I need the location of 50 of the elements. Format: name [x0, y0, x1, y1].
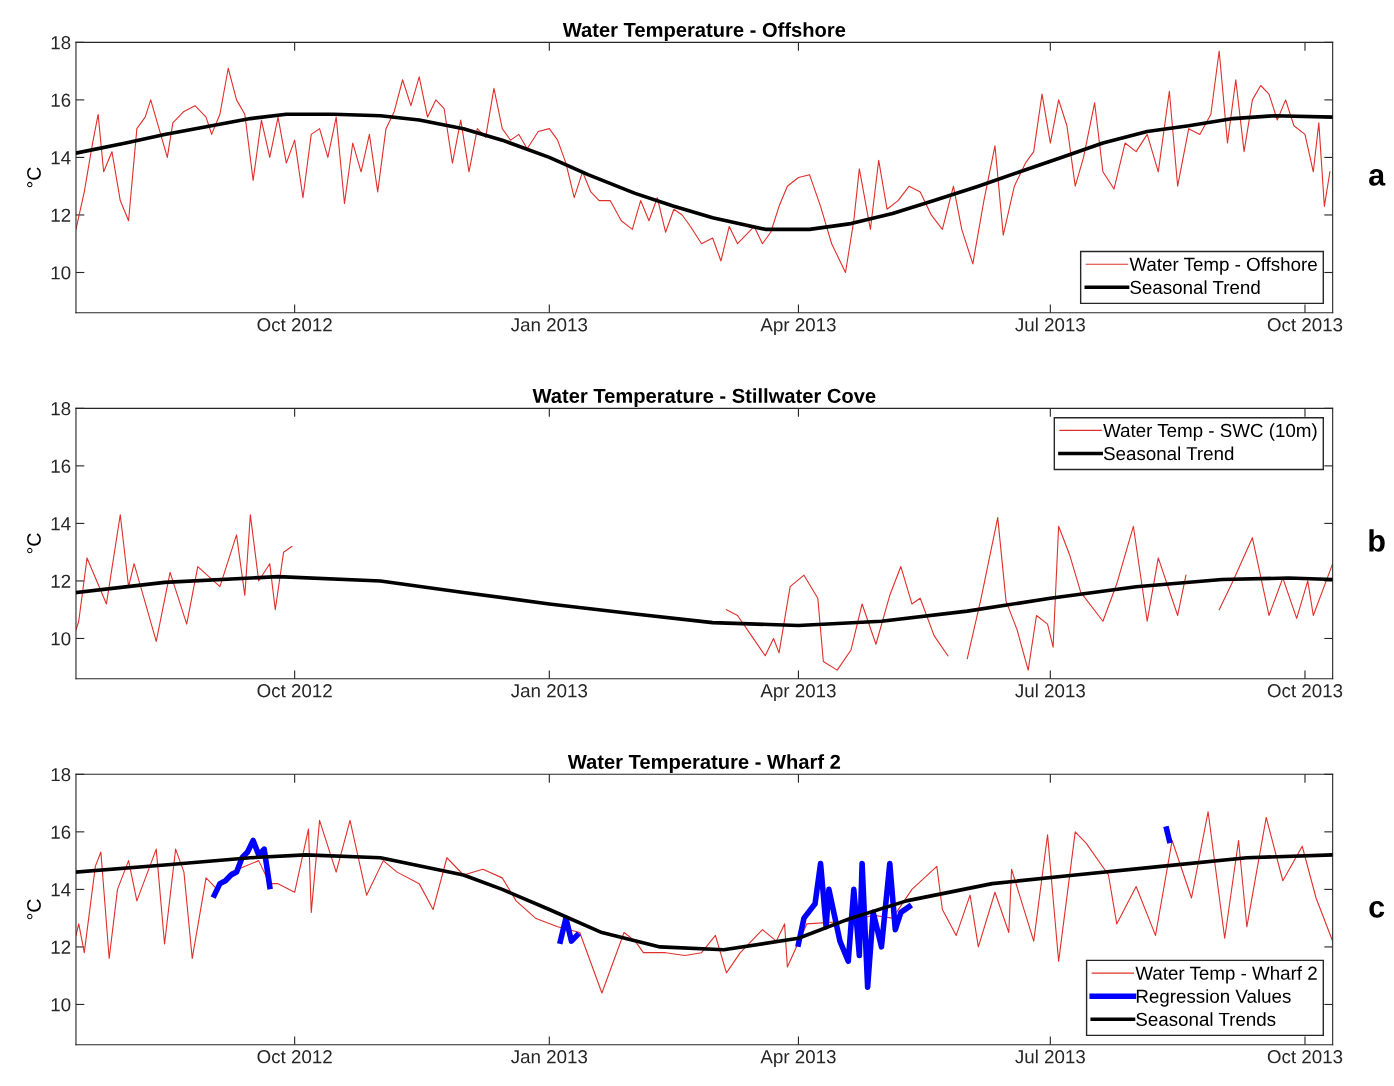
x-tick-label: Oct 2012	[257, 318, 332, 332]
legend-label: Seasonal Trends	[1136, 1012, 1276, 1027]
legend-label: Seasonal Trend	[1130, 280, 1260, 295]
x-tick-label: Jan 2013	[511, 1050, 588, 1064]
x-tick-label: Oct 2013	[1267, 1050, 1343, 1064]
x-tick-label: Apr 2013	[760, 1050, 836, 1068]
x-tick-label: Jul 2013	[1015, 317, 1085, 332]
y-tick-label: 18	[51, 402, 71, 416]
y-tick-label: 16	[51, 825, 71, 839]
y-axis-title: °C	[27, 533, 41, 554]
legend-label: Seasonal Trend	[1103, 446, 1234, 461]
legend-label: Water Temp - SWC (10m)	[1103, 423, 1317, 441]
line-series	[75, 574, 1333, 628]
y-tick-label: 10	[51, 632, 71, 646]
y-tick-label: 16	[51, 459, 71, 473]
x-tick-label: Jul 2013	[1015, 683, 1085, 698]
x-tick-label: Jul 2013	[1015, 1049, 1085, 1064]
y-tick-label: 14	[51, 517, 71, 531]
text: a	[1369, 169, 1386, 186]
x-tick-label: Apr 2013	[760, 318, 836, 336]
legend-label: Water Temp - Offshore	[1129, 257, 1317, 275]
x-tick-label: Jan 2013	[511, 684, 588, 698]
y-axis-title: °C	[27, 899, 41, 920]
x-tick-label: Oct 2013	[1267, 318, 1343, 332]
text: b	[1369, 529, 1385, 552]
text: c	[1369, 900, 1385, 918]
y-tick-label: 16	[51, 93, 71, 107]
line-series	[75, 50, 1331, 274]
legend-label: Regression Values	[1136, 989, 1291, 1007]
y-tick-label: 10	[51, 266, 71, 280]
x-tick-label: Oct 2013	[1267, 684, 1343, 698]
chart-title: Water Temperature - Stillwater Cove	[532, 388, 876, 407]
y-tick-label: 18	[51, 36, 71, 50]
y-tick-label: 12	[51, 208, 71, 222]
y-tick-label: 10	[51, 998, 71, 1012]
x-tick-label: Jan 2013	[511, 318, 588, 332]
x-tick-label: Oct 2012	[257, 684, 332, 698]
y-axis-title: °C	[27, 167, 41, 188]
line-series	[75, 853, 1333, 952]
line-series	[75, 112, 1333, 232]
legend-label: Water Temp - Wharf 2	[1135, 966, 1317, 984]
x-tick-label: Oct 2012	[257, 1050, 332, 1064]
y-tick-label: 14	[51, 883, 71, 897]
y-tick-label: 12	[51, 940, 71, 954]
x-tick-label: Apr 2013	[760, 684, 836, 702]
chart-title: Water Temperature - Offshore	[562, 22, 846, 41]
y-tick-label: 12	[51, 574, 71, 588]
chart-title: Water Temperature - Wharf 2	[567, 754, 841, 773]
y-tick-label: 18	[51, 768, 71, 782]
y-tick-label: 14	[51, 151, 71, 165]
